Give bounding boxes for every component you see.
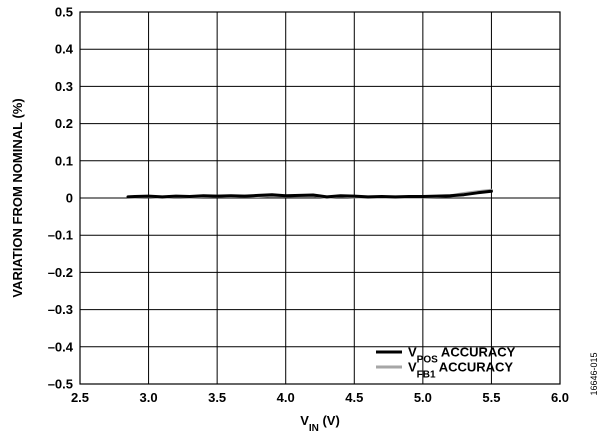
y-tick-labels: 0.5 0.4 0.3 0.2 0.1 0 –0.1 –0.2 –0.3 –0.4 –0.5 [48, 5, 74, 392]
y-tick-label: 0.2 [55, 116, 73, 131]
plot-border [79, 11, 561, 385]
y-tick-label: 0 [66, 191, 73, 206]
y-axis-label: VARIATION FROM NOMINAL (%) [10, 98, 25, 297]
x-tick-label: 5.5 [482, 390, 500, 405]
y-tick-label: –0.3 [48, 302, 73, 317]
x-tick-label: 3.5 [208, 390, 226, 405]
y-tick-label: –0.2 [48, 265, 73, 280]
y-tick-label: 0.4 [55, 42, 74, 57]
x-tick-label: 3.0 [140, 390, 158, 405]
series-line-pos [126, 189, 493, 199]
y-tick-label: 0.1 [55, 153, 73, 168]
figure-id: 16646-015 [589, 352, 599, 395]
legend-label-fb1: VFB1 ACCURACY [408, 360, 513, 381]
x-tick-label: 5.0 [414, 390, 432, 405]
x-tick-labels: 2.5 3.0 3.5 4.0 4.5 5.0 5.5 6.0 [71, 390, 569, 405]
y-tick-label: –0.4 [48, 339, 74, 354]
x-tick-label: 4.5 [345, 390, 363, 405]
y-tick-label: –0.5 [48, 377, 73, 392]
y-tick-label: 0.5 [55, 5, 73, 20]
legend-label-pos: VPOS ACCURACY [408, 345, 516, 366]
x-tick-label: 4.0 [277, 390, 295, 405]
axis-labels: VIN (V) VARIATION FROM NOMINAL (%) [10, 98, 340, 433]
plot-frame [79, 11, 561, 385]
x-tick-label: 6.0 [551, 390, 569, 405]
series-layer [126, 188, 493, 199]
y-tick-label: –0.1 [48, 228, 73, 243]
x-tick-label: 2.5 [71, 390, 89, 405]
y-tick-label: 0.3 [55, 79, 73, 94]
x-axis-label: VIN (V) [300, 413, 340, 434]
